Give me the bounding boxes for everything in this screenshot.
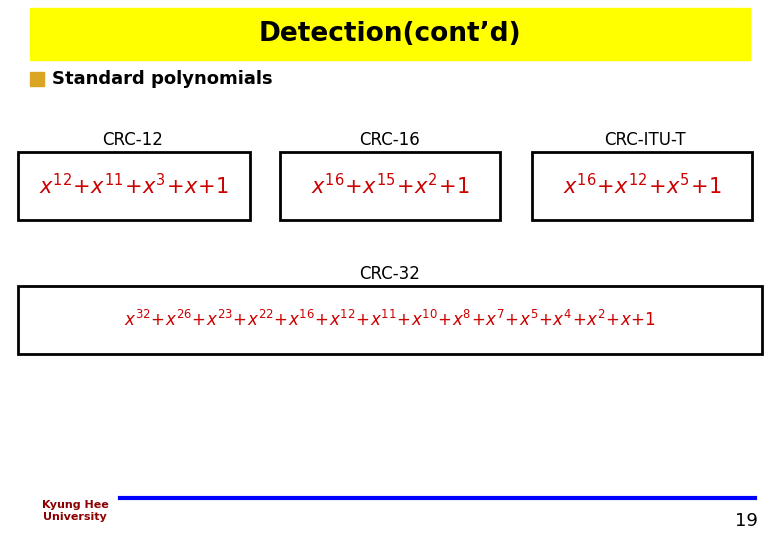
Text: CRC-ITU-T: CRC-ITU-T <box>604 131 686 149</box>
Bar <box>532 152 752 220</box>
Bar <box>30 8 750 60</box>
Text: CRC-16: CRC-16 <box>360 131 420 149</box>
Bar <box>280 152 500 220</box>
Text: CRC-32: CRC-32 <box>360 265 420 283</box>
Bar <box>18 286 762 354</box>
Text: $x^{32}\!+\!x^{26}\!+\!x^{23}\!+\!x^{22}\!+\!x^{16}\!+\!x^{12}\!+\!x^{11}\!+\!x^: $x^{32}\!+\!x^{26}\!+\!x^{23}\!+\!x^{22}… <box>124 310 656 330</box>
Text: $x^{16}\!+\!x^{15}\!+\!x^{2}\!+\!1$: $x^{16}\!+\!x^{15}\!+\!x^{2}\!+\!1$ <box>310 173 470 199</box>
Text: 19: 19 <box>735 512 758 530</box>
Text: $x^{12}\!+\!x^{11}\!+\!x^{3}\!+\!x\!+\!1$: $x^{12}\!+\!x^{11}\!+\!x^{3}\!+\!x\!+\!1… <box>39 173 229 199</box>
Text: CRC-12: CRC-12 <box>102 131 164 149</box>
Bar <box>18 152 250 220</box>
Text: $x^{16}\!+\!x^{12}\!+\!x^{5}\!+\!1$: $x^{16}\!+\!x^{12}\!+\!x^{5}\!+\!1$ <box>562 173 722 199</box>
Bar <box>30 72 44 86</box>
Text: Kyung Hee
University: Kyung Hee University <box>41 500 108 522</box>
Text: Detection(cont’d): Detection(cont’d) <box>259 21 521 47</box>
Text: Standard polynomials: Standard polynomials <box>52 70 273 88</box>
